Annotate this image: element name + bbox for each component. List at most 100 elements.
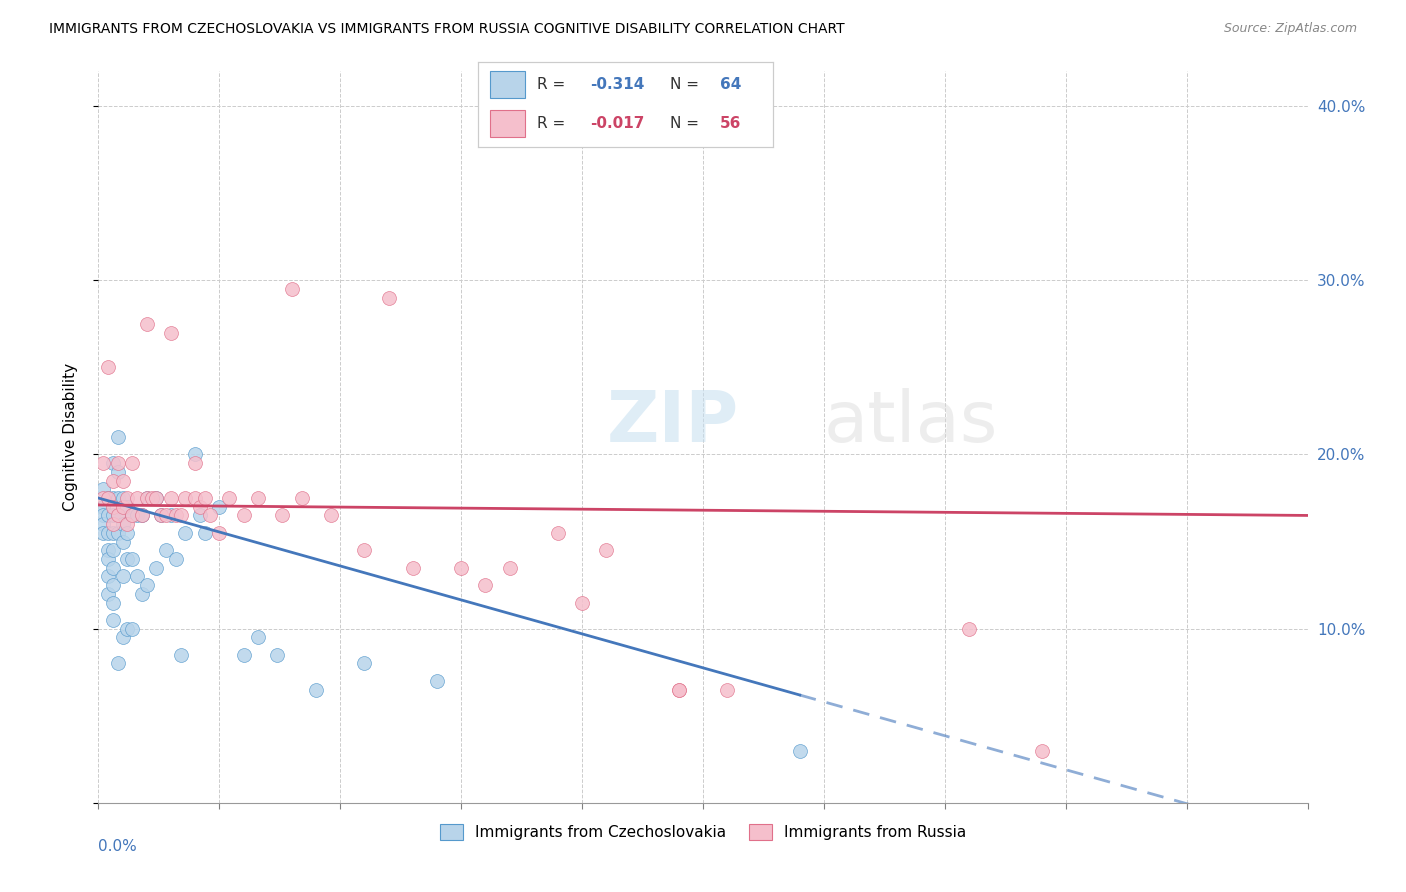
- Point: [165, 552, 187, 566]
- Point: [101, 500, 124, 514]
- Point: [127, 508, 149, 523]
- Point: [131, 508, 153, 523]
- Point: [281, 282, 304, 296]
- Point: [117, 525, 139, 540]
- Point: [498, 560, 520, 574]
- Point: [247, 491, 270, 505]
- Point: [97, 525, 120, 540]
- Text: ZIP: ZIP: [606, 388, 738, 457]
- Point: [377, 291, 399, 305]
- Text: -0.314: -0.314: [591, 77, 644, 92]
- Point: [101, 560, 124, 574]
- Point: [101, 578, 124, 592]
- Point: [571, 595, 593, 609]
- Point: [107, 465, 129, 479]
- Point: [135, 317, 157, 331]
- Point: [121, 508, 143, 523]
- Point: [107, 525, 129, 540]
- Point: [155, 508, 177, 523]
- Text: R =: R =: [537, 77, 571, 92]
- Point: [208, 525, 231, 540]
- Point: [188, 500, 211, 514]
- Point: [101, 508, 124, 523]
- Point: [97, 587, 120, 601]
- Point: [305, 682, 328, 697]
- Point: [668, 682, 690, 697]
- Point: [198, 508, 221, 523]
- Point: [101, 543, 124, 558]
- Point: [97, 491, 120, 505]
- Point: [97, 569, 120, 583]
- Point: [547, 525, 569, 540]
- Point: [353, 543, 375, 558]
- Point: [101, 525, 124, 540]
- Text: N =: N =: [671, 116, 704, 131]
- Text: 64: 64: [720, 77, 741, 92]
- Point: [127, 491, 149, 505]
- Point: [232, 648, 254, 662]
- Point: [97, 543, 120, 558]
- Point: [91, 525, 114, 540]
- Legend: Immigrants from Czechoslovakia, Immigrants from Russia: Immigrants from Czechoslovakia, Immigran…: [433, 818, 973, 847]
- Point: [107, 657, 129, 671]
- Point: [290, 491, 312, 505]
- Text: N =: N =: [671, 77, 704, 92]
- Point: [111, 491, 134, 505]
- Point: [91, 500, 114, 514]
- Point: [141, 491, 163, 505]
- Point: [97, 360, 120, 375]
- Point: [135, 491, 157, 505]
- Point: [111, 631, 134, 645]
- Point: [121, 456, 143, 470]
- Point: [111, 500, 134, 514]
- Point: [789, 743, 811, 757]
- Point: [121, 508, 143, 523]
- Point: [218, 491, 240, 505]
- Point: [101, 456, 124, 470]
- Point: [150, 508, 173, 523]
- Point: [174, 525, 197, 540]
- Point: [91, 508, 114, 523]
- Point: [117, 500, 139, 514]
- Point: [174, 491, 197, 505]
- Point: [111, 474, 134, 488]
- Point: [184, 448, 207, 462]
- Point: [474, 578, 496, 592]
- Point: [319, 508, 342, 523]
- Point: [131, 508, 153, 523]
- Text: 0.0%: 0.0%: [98, 839, 138, 855]
- Point: [160, 508, 183, 523]
- Point: [91, 491, 114, 505]
- Point: [91, 517, 114, 532]
- Point: [97, 552, 120, 566]
- FancyBboxPatch shape: [489, 71, 526, 98]
- Point: [169, 648, 191, 662]
- Point: [595, 543, 617, 558]
- Point: [101, 474, 124, 488]
- Point: [91, 456, 114, 470]
- Point: [450, 560, 472, 574]
- Point: [107, 430, 129, 444]
- Point: [117, 552, 139, 566]
- Point: [145, 491, 167, 505]
- Point: [121, 622, 143, 636]
- Point: [150, 508, 173, 523]
- Point: [194, 491, 217, 505]
- Point: [169, 508, 191, 523]
- Point: [184, 491, 207, 505]
- Point: [101, 613, 124, 627]
- FancyBboxPatch shape: [489, 110, 526, 137]
- Point: [155, 543, 177, 558]
- Point: [97, 491, 120, 505]
- Point: [117, 491, 139, 505]
- Point: [266, 648, 288, 662]
- Point: [101, 517, 124, 532]
- Point: [668, 682, 690, 697]
- Point: [957, 622, 980, 636]
- Point: [135, 578, 157, 592]
- Point: [1031, 743, 1053, 757]
- Point: [101, 491, 124, 505]
- Point: [402, 560, 425, 574]
- Point: [716, 682, 738, 697]
- Point: [194, 525, 217, 540]
